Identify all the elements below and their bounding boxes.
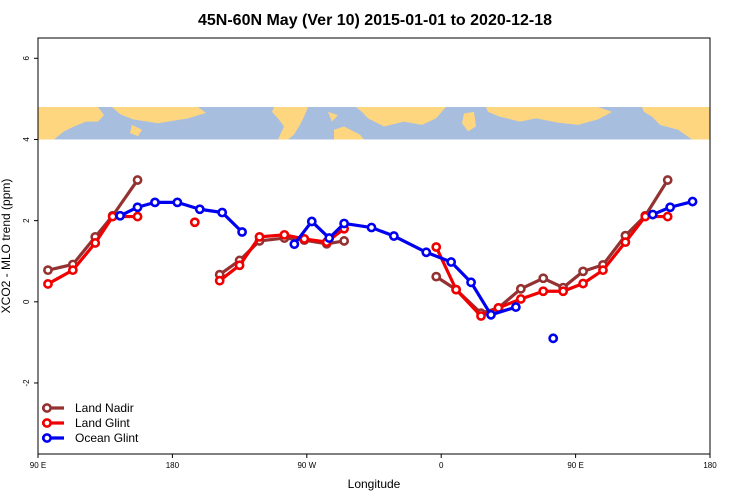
data-point <box>431 271 442 282</box>
series-land-nadir <box>43 175 673 319</box>
data-point <box>558 286 569 297</box>
data-point <box>538 273 549 284</box>
x-tick-label: 180 <box>166 461 180 470</box>
data-point <box>510 302 521 312</box>
data-point <box>486 309 496 320</box>
y-tick-label: 2 <box>22 218 31 223</box>
data-point <box>289 239 300 250</box>
data-point <box>578 278 588 289</box>
data-point <box>620 237 631 248</box>
data-point <box>132 211 143 222</box>
series-line <box>434 214 668 318</box>
plot-area <box>43 175 698 344</box>
data-point <box>90 238 101 248</box>
legend-label: Ocean Glint <box>75 431 139 445</box>
data-point <box>548 333 559 344</box>
series-ocean-glint <box>115 196 698 344</box>
data-point <box>254 231 265 242</box>
x-tick-label: 90 E <box>30 461 46 470</box>
data-point <box>132 202 143 213</box>
legend-label: Land Glint <box>75 416 130 430</box>
x-tick-label: 0 <box>439 461 444 470</box>
x-tick-label: 180 <box>703 461 717 470</box>
map-land-5 <box>328 111 338 122</box>
data-point <box>234 260 245 271</box>
data-point <box>339 218 350 229</box>
data-point <box>279 229 290 240</box>
data-point <box>451 284 462 295</box>
map-land-3 <box>112 106 206 124</box>
data-point <box>598 265 608 276</box>
data-point <box>43 279 53 289</box>
data-point <box>515 294 526 304</box>
data-point <box>43 265 53 276</box>
map-land-1 <box>38 106 104 140</box>
data-point <box>446 257 457 267</box>
x-tick-label: 90 W <box>297 461 316 470</box>
data-point <box>538 286 549 297</box>
y-axis-label: XCO2 - MLO trend (ppm) <box>0 179 13 314</box>
y-tick-label: -2 <box>22 379 31 387</box>
data-point <box>431 242 442 252</box>
data-point <box>339 236 350 246</box>
data-point <box>662 175 673 185</box>
y-tick-label: 6 <box>22 56 31 61</box>
legend-label: Land Nadir <box>75 401 134 415</box>
data-point <box>466 277 476 288</box>
map-land-6 <box>334 126 364 140</box>
data-point <box>687 196 698 207</box>
data-point <box>476 311 486 321</box>
data-point <box>214 275 225 286</box>
map-land-7 <box>356 106 446 127</box>
legend-marker <box>42 433 52 443</box>
map-land-2 <box>130 124 142 137</box>
data-point <box>299 233 310 244</box>
series-land-glint <box>43 211 673 321</box>
data-point <box>515 283 526 294</box>
data-point <box>665 202 676 213</box>
data-point <box>640 211 651 222</box>
data-point <box>172 197 183 208</box>
data-point <box>132 175 143 185</box>
data-point <box>324 233 335 243</box>
data-point <box>67 265 78 276</box>
axes: 90 E 180 90 W 0 90 E 180 -2 0 2 4 6 <box>22 56 717 470</box>
map-land-9 <box>486 106 612 125</box>
x-tick-label: 90 E <box>567 461 583 470</box>
data-point <box>389 231 399 241</box>
data-point <box>366 222 377 233</box>
world-map-band <box>38 106 710 140</box>
y-tick-label: 0 <box>22 299 31 304</box>
data-point <box>217 207 228 218</box>
legend-marker <box>42 418 52 428</box>
series-line <box>47 179 139 272</box>
series-line <box>435 179 670 315</box>
data-point <box>237 227 247 237</box>
data-point <box>647 209 658 220</box>
chart-title: 45N-60N May (Ver 10) 2015-01-01 to 2020-… <box>198 12 552 29</box>
data-point <box>306 216 317 227</box>
y-tick-label: 4 <box>22 137 31 142</box>
data-point <box>115 210 126 221</box>
data-point <box>578 266 588 277</box>
legend-marker <box>42 403 52 413</box>
series-line <box>47 214 138 286</box>
data-point <box>107 211 118 222</box>
data-point <box>189 217 200 228</box>
map-land-8 <box>462 111 476 132</box>
map-land-10 <box>642 106 710 140</box>
data-point <box>421 247 432 258</box>
data-point <box>194 204 205 215</box>
plot-frame <box>37 37 711 455</box>
data-point <box>150 197 160 208</box>
map-land-4 <box>272 106 308 140</box>
x-axis-label: Longitude <box>348 477 401 491</box>
data-point <box>662 211 673 222</box>
